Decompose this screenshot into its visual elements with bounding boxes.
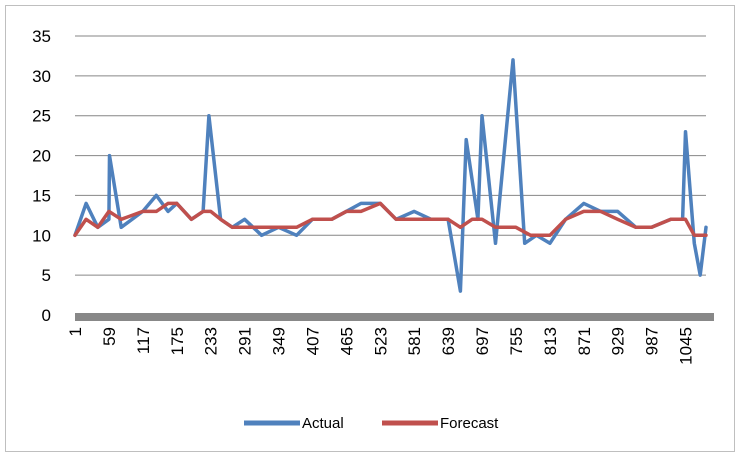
x-axis [75, 313, 714, 321]
x-tick-label: 871 [575, 327, 594, 355]
x-tick-label: 755 [507, 327, 526, 355]
y-tick-label: 25 [32, 107, 51, 126]
legend-label-actual: Actual [302, 415, 344, 432]
y-tick-label: 20 [32, 147, 51, 166]
x-tick-label: 291 [236, 327, 255, 355]
y-tick-label: 0 [42, 306, 51, 325]
x-axis-ticks: 1 59 117 175 233 291 349 407 465 523 581 639 697 755 8… [66, 327, 696, 365]
y-tick-label: 5 [42, 266, 51, 285]
x-tick-label: 1045 [677, 327, 696, 365]
x-tick-label: 1 [66, 327, 85, 336]
x-tick-label: 639 [439, 327, 458, 355]
x-tick-label: 697 [473, 327, 492, 355]
chart-frame: 0 5 10 15 20 25 30 35 1 59 117 175 233 291 349 407 465 5… [5, 5, 735, 452]
y-tick-label: 10 [32, 226, 51, 245]
legend: Actual Forecast [244, 415, 499, 432]
x-tick-label: 59 [100, 327, 119, 346]
x-tick-label: 233 [202, 327, 221, 355]
gridlines [75, 35, 706, 276]
x-tick-label: 523 [371, 327, 390, 355]
y-tick-label: 30 [32, 67, 51, 86]
x-tick-label: 349 [270, 327, 289, 355]
series-line-forecast [73, 201, 708, 238]
y-tick-label: 35 [32, 27, 51, 46]
series-line-actual [73, 58, 708, 293]
y-axis-ticks: 0 5 10 15 20 25 30 35 [32, 27, 51, 325]
x-tick-label: 987 [643, 327, 662, 355]
x-tick-label: 929 [609, 327, 628, 355]
y-tick-label: 15 [32, 186, 51, 205]
x-tick-label: 813 [541, 327, 560, 355]
legend-label-forecast: Forecast [440, 415, 499, 432]
x-tick-label: 465 [337, 327, 356, 355]
x-axis-line [75, 313, 714, 321]
series-layer [73, 58, 708, 293]
line-chart: 0 5 10 15 20 25 30 35 1 59 117 175 233 291 349 407 465 5… [32, 27, 714, 432]
x-tick-label: 117 [134, 327, 153, 354]
x-tick-label: 175 [168, 327, 187, 355]
x-tick-label: 407 [303, 327, 322, 355]
x-tick-label: 581 [405, 327, 424, 355]
